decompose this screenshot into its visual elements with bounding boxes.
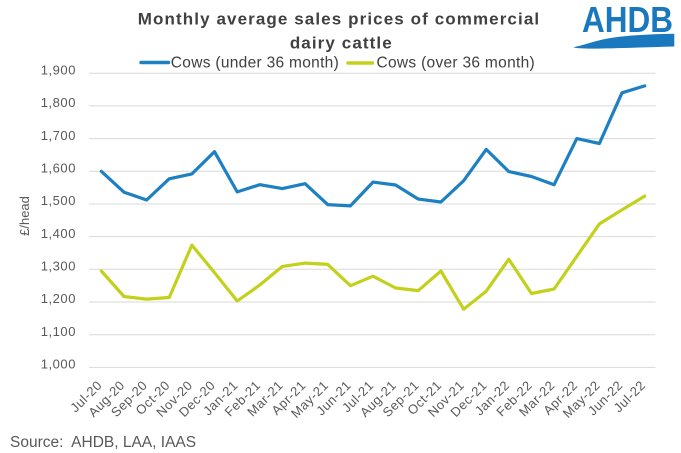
svg-text:1,000: 1,000 bbox=[41, 357, 76, 372]
svg-text:Cows (under 36 month): Cows (under 36 month) bbox=[171, 54, 339, 71]
svg-text:Cows (over 36 month): Cows (over 36 month) bbox=[377, 54, 535, 71]
svg-text:1,300: 1,300 bbox=[41, 259, 76, 274]
svg-text:Monthly average sales prices o: Monthly average sales prices of commerci… bbox=[138, 9, 540, 28]
svg-text:1,400: 1,400 bbox=[41, 226, 76, 241]
svg-text:1,800: 1,800 bbox=[41, 95, 76, 110]
svg-text:£/head: £/head bbox=[17, 196, 32, 236]
svg-text:dairy cattle: dairy cattle bbox=[290, 34, 393, 53]
svg-text:AHDB: AHDB bbox=[582, 0, 673, 40]
svg-text:1,100: 1,100 bbox=[41, 324, 76, 339]
svg-text:Source: AHDB, LAA, IAAS: Source: AHDB, LAA, IAAS bbox=[10, 434, 196, 451]
svg-text:1,700: 1,700 bbox=[41, 128, 76, 143]
svg-text:1,900: 1,900 bbox=[41, 62, 76, 77]
svg-text:1,200: 1,200 bbox=[41, 291, 76, 306]
svg-text:1,500: 1,500 bbox=[41, 193, 76, 208]
svg-text:1,600: 1,600 bbox=[41, 161, 76, 176]
